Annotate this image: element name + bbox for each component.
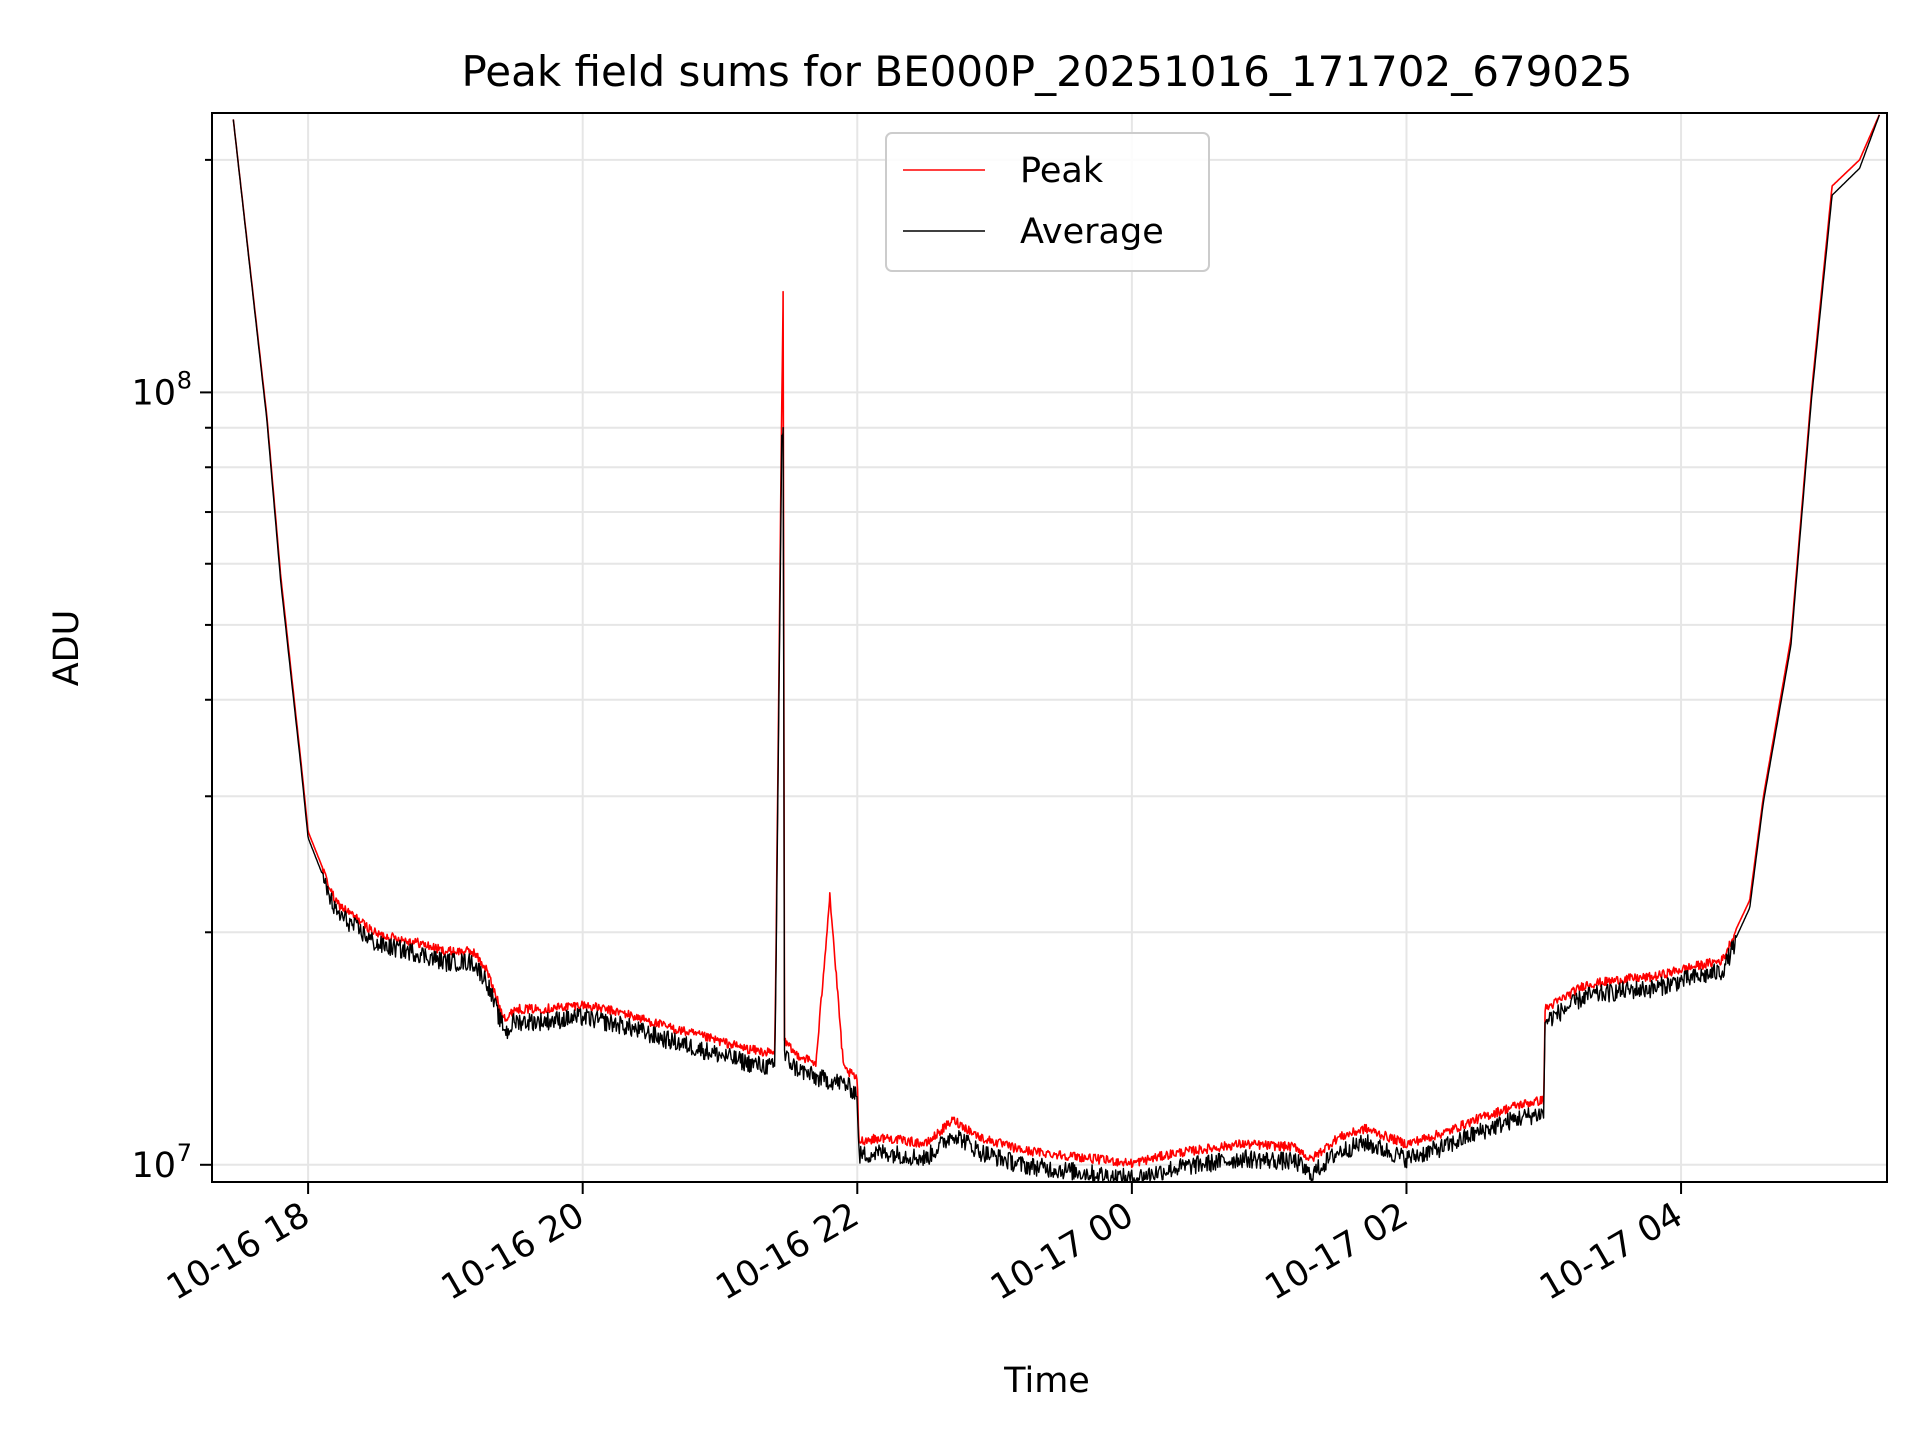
- y-tick-label-base: 10: [131, 373, 176, 413]
- grid-layer: [212, 113, 1887, 1182]
- y-tick-label: 10: [131, 1146, 176, 1186]
- series-layer: [232, 114, 1881, 1183]
- y-tick-label-base: 10: [131, 1146, 176, 1186]
- legend-box: [885, 132, 1210, 272]
- x-axis-label: Time: [1003, 1361, 1090, 1401]
- legend-label-average: Average: [1020, 212, 1164, 252]
- y-tick-label: 10: [131, 373, 176, 413]
- legend-label-peak: Peak: [1020, 151, 1104, 191]
- legend: Peak Average: [885, 132, 1210, 272]
- y-tick-label-exponent: 8: [177, 366, 192, 394]
- plot-frame: [211, 112, 1888, 1183]
- y-axis-label: ADU: [47, 610, 87, 687]
- y-tick-label-exponent: 7: [177, 1139, 192, 1167]
- series-peak-line: [232, 114, 1881, 1169]
- chart-title: Peak field sums for BE000P_20251016_1717…: [461, 47, 1632, 96]
- series-average-line: [232, 114, 1881, 1183]
